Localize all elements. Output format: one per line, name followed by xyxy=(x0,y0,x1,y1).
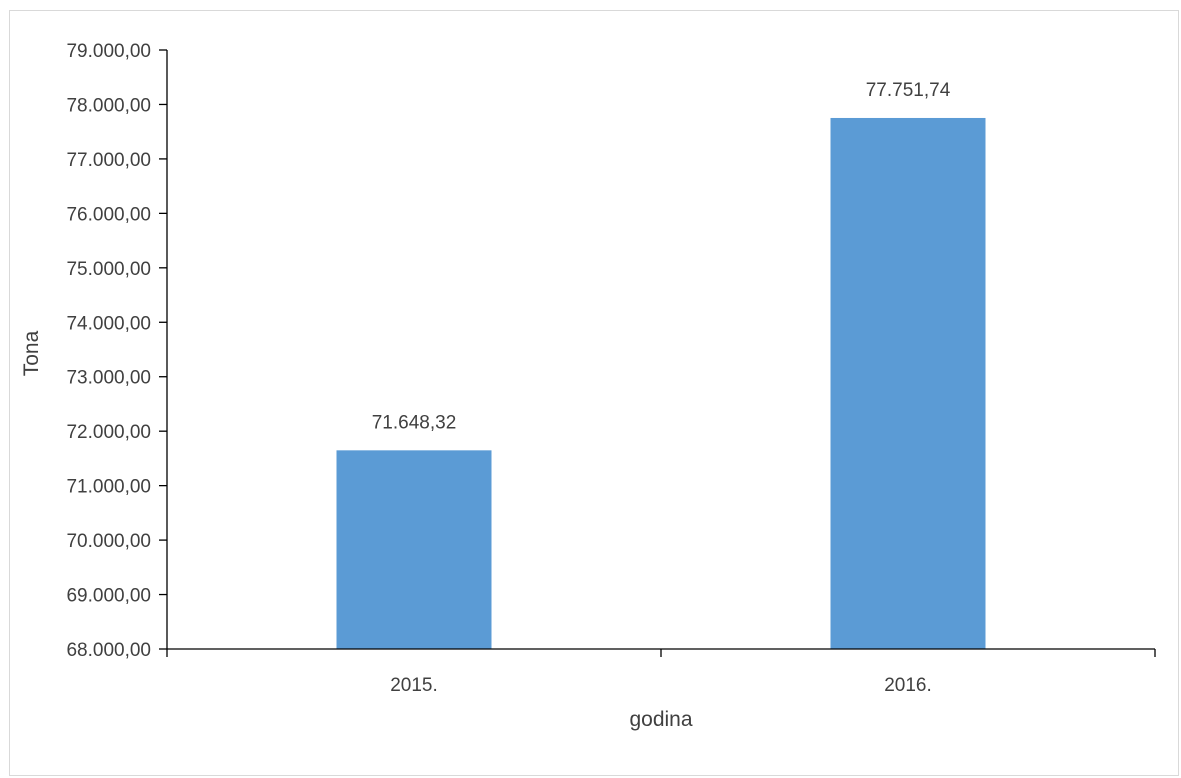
y-tick-label: 75.000,00 xyxy=(66,259,151,280)
y-tick-label: 77.000,00 xyxy=(66,150,151,171)
y-axis-ticks: 68.000,00 69.000,00 70.000,00 71.000,00 72.0… xyxy=(66,41,167,661)
bar-2016 xyxy=(830,117,986,649)
x-axis-title: godina xyxy=(629,708,692,731)
x-tick-label: 2015. xyxy=(390,675,438,696)
y-tick-label: 72.000,00 xyxy=(66,422,151,443)
y-tick-label: 70.000,00 xyxy=(66,531,151,552)
y-tick-label: 71.000,00 xyxy=(66,477,151,498)
y-tick-label: 74.000,00 xyxy=(66,313,151,334)
data-label: 77.751,74 xyxy=(866,80,951,101)
data-labels: 71.648,32 77.751,74 xyxy=(372,80,951,433)
y-tick-label: 68.000,00 xyxy=(66,640,151,661)
y-tick-label: 78.000,00 xyxy=(66,95,151,116)
y-tick-label: 79.000,00 xyxy=(66,41,151,62)
bar-2015 xyxy=(336,450,492,649)
x-tick-label: 2016. xyxy=(884,675,932,696)
x-axis-ticks: 2015. 2016. xyxy=(166,649,1156,696)
y-tick-label: 76.000,00 xyxy=(66,204,151,225)
y-axis-title: Tona xyxy=(20,330,43,376)
y-tick-label: 69.000,00 xyxy=(66,586,151,607)
bars xyxy=(336,117,986,649)
y-tick-label: 73.000,00 xyxy=(66,368,151,389)
data-label: 71.648,32 xyxy=(372,412,457,433)
